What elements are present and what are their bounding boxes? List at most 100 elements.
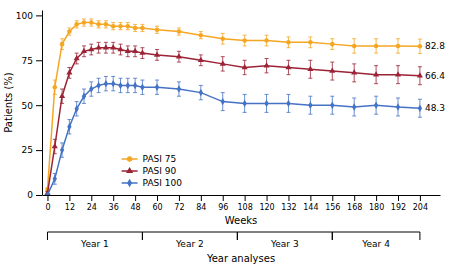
series	[45, 76, 422, 195]
tick-label: 25	[22, 145, 33, 155]
point	[307, 66, 313, 71]
tick-mark	[310, 195, 311, 201]
tick-mark	[36, 105, 42, 106]
y-tick: 100	[16, 11, 42, 21]
bracket-label: Year 2	[175, 239, 204, 249]
error-bar	[53, 80, 57, 94]
point	[67, 29, 72, 34]
tick-label: 72	[174, 203, 184, 212]
error-bar	[111, 23, 115, 30]
legend-marker	[127, 156, 132, 161]
point	[155, 84, 159, 91]
point	[132, 48, 138, 53]
point	[89, 85, 93, 92]
error-bar	[155, 26, 159, 33]
tick-mark	[201, 195, 202, 201]
point	[103, 44, 109, 49]
point	[110, 44, 116, 49]
error-bar	[53, 173, 57, 184]
error-bar	[199, 85, 203, 99]
point	[242, 38, 247, 43]
legend-label: PASI 90	[143, 166, 177, 176]
point	[396, 103, 400, 110]
point	[75, 105, 79, 112]
legend-marker	[127, 179, 132, 188]
error-bar	[97, 78, 101, 92]
point	[140, 26, 145, 31]
point	[118, 24, 123, 29]
error-bar	[75, 102, 79, 116]
x-tick: 72	[174, 195, 184, 212]
error-bar	[374, 39, 378, 53]
line	[47, 48, 419, 193]
x-tick: 144	[303, 195, 318, 212]
tick-label: 156	[325, 203, 340, 212]
point	[177, 29, 182, 34]
tick-label: 120	[259, 203, 274, 212]
x-tick: 96	[218, 195, 228, 212]
point	[154, 51, 160, 56]
axis-line	[42, 11, 43, 196]
tick-label: 108	[238, 203, 253, 212]
point	[418, 105, 422, 112]
y-axis-title: Patients (%)	[3, 72, 14, 133]
error-bar	[265, 94, 269, 112]
tick-mark	[267, 195, 268, 201]
point	[60, 146, 64, 153]
y-tick: 50	[22, 101, 42, 111]
error-bar	[97, 21, 101, 28]
tick-label: 168	[347, 203, 362, 212]
error-bar	[67, 120, 71, 134]
tick-mark	[135, 195, 136, 201]
point	[104, 22, 109, 27]
line	[47, 84, 419, 195]
point	[264, 62, 270, 67]
error-bar	[67, 28, 71, 35]
point	[242, 64, 248, 69]
error-bar	[82, 19, 86, 26]
annotation: 48.3	[425, 103, 445, 113]
x-tick: 60	[152, 195, 162, 212]
error-bar	[308, 96, 312, 114]
point	[53, 85, 58, 90]
tick-label: 60	[152, 203, 162, 212]
error-bar	[89, 82, 93, 96]
chart: 0122436486072849610812013214415616818019…	[0, 0, 474, 267]
point	[243, 100, 247, 107]
x-tick: 84	[196, 195, 206, 212]
error-bar	[396, 98, 400, 116]
point	[176, 53, 182, 58]
tick-label: 192	[391, 203, 406, 212]
tick-label: 24	[87, 203, 97, 212]
point	[82, 20, 87, 25]
point	[199, 33, 204, 38]
tick-label: 204	[413, 203, 428, 212]
x-tick: 48	[131, 195, 141, 212]
error-bar	[330, 96, 334, 114]
point	[118, 82, 122, 89]
group-axis-title: Year analyses	[206, 253, 275, 264]
error-bar	[265, 35, 269, 46]
tick-mark	[288, 195, 289, 201]
point	[74, 22, 79, 27]
y-tick: 25	[22, 145, 42, 155]
point	[59, 93, 65, 98]
tick-mark	[91, 195, 92, 201]
point	[374, 44, 379, 49]
error-bar	[177, 28, 181, 35]
point	[286, 100, 290, 107]
x-tick: 192	[391, 195, 406, 212]
annotation: 66.4	[425, 71, 445, 81]
point	[286, 40, 291, 45]
tick-label: 36	[109, 203, 119, 212]
x-tick: 12	[65, 195, 75, 212]
point	[117, 46, 123, 51]
point	[52, 143, 58, 148]
legend-marker	[126, 167, 133, 173]
tick-mark	[332, 195, 333, 201]
y-tick: 75	[22, 56, 42, 66]
bracket-label: Year 1	[80, 239, 109, 249]
point	[264, 38, 269, 43]
point	[133, 26, 138, 31]
point	[329, 68, 335, 73]
